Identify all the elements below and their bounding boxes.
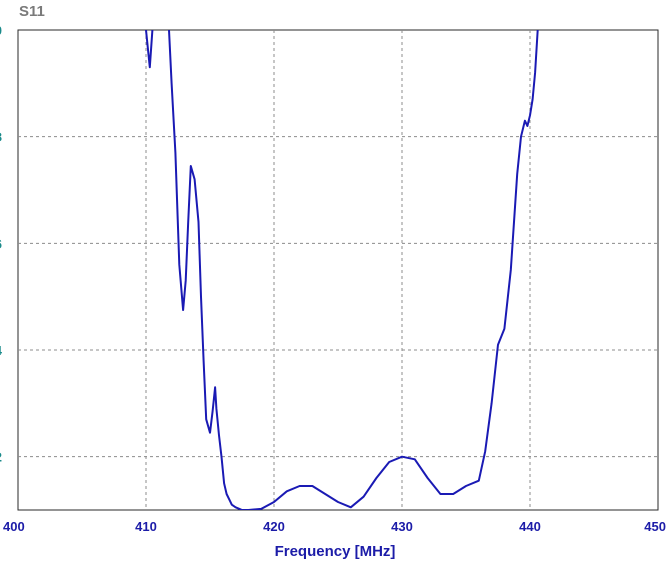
x-tick-label: 450 (644, 519, 666, 534)
x-tick-label: 430 (391, 519, 413, 534)
chart-title: S11 (19, 3, 45, 20)
x-axis-label: Frequency [MHz] (275, 543, 396, 560)
y-tick-label: .6 (0, 236, 2, 251)
y-tick-label: .8 (0, 130, 2, 145)
x-tick-label: 440 (519, 519, 541, 534)
y-tick-labels: 0 .8 .6 .4 .2 (0, 23, 3, 465)
s11-series-line (145, 30, 539, 510)
series-layer (145, 30, 539, 510)
x-tick-label: 400 (3, 519, 25, 534)
y-tick-label: .4 (0, 343, 3, 358)
y-tick-label: .2 (0, 450, 2, 465)
x-tick-label: 420 (263, 519, 285, 534)
plot-area (17, 29, 659, 511)
x-tick-label: 410 (135, 519, 157, 534)
y-tick-label: 0 (0, 23, 2, 38)
x-tick-labels: 400 410 420 430 440 450 (3, 519, 666, 534)
